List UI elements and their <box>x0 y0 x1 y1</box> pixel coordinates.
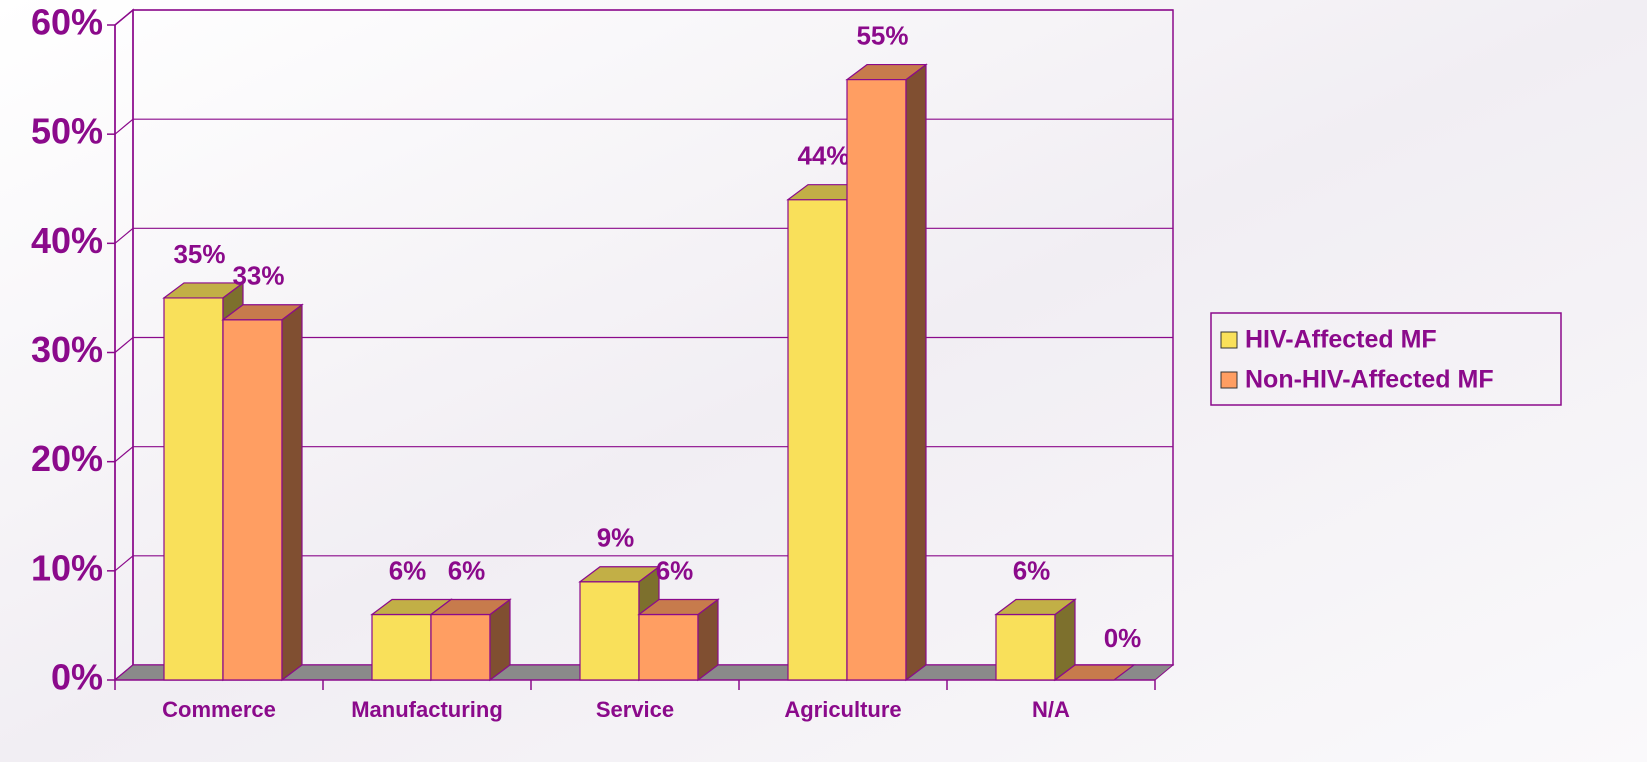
value-label: 0% <box>1104 623 1142 653</box>
bar <box>994 598 1077 682</box>
x-tick-label: Agriculture <box>784 697 901 722</box>
y-tick-label: 50% <box>31 111 103 152</box>
bar <box>637 598 720 682</box>
y-tick-label: 40% <box>31 220 103 261</box>
bar-top <box>845 63 928 81</box>
legend-swatch <box>1220 371 1238 389</box>
x-tick-label: Service <box>596 697 674 722</box>
value-label: 6% <box>448 555 486 585</box>
legend-box <box>1210 312 1562 406</box>
legend-swatch <box>1220 331 1238 349</box>
bar <box>1053 664 1136 681</box>
bar-front <box>163 297 224 681</box>
value-label: 44% <box>797 141 849 171</box>
bar-top <box>221 304 304 321</box>
y-tick-label: 0% <box>51 657 103 698</box>
bar-top <box>637 598 720 616</box>
value-label: 6% <box>1013 555 1051 585</box>
bar-front <box>579 581 640 681</box>
value-label: 35% <box>173 239 225 269</box>
bar-front <box>222 319 283 681</box>
bar-front <box>995 613 1056 681</box>
bar-top <box>162 282 245 299</box>
bar-front <box>430 613 491 681</box>
y-tick-label: 10% <box>31 547 103 588</box>
legend-label: HIV-Affected MF <box>1245 326 1437 354</box>
bar-top <box>578 566 661 583</box>
bar-side <box>281 303 303 682</box>
bar <box>429 598 512 682</box>
value-label: 55% <box>856 20 908 50</box>
x-tick-label: Manufacturing <box>351 697 503 722</box>
bar-front <box>787 199 848 681</box>
bar-side <box>905 63 927 682</box>
y-tick-label: 60% <box>31 2 103 43</box>
value-label: 6% <box>389 555 427 585</box>
value-label: 9% <box>597 523 635 553</box>
grid-line <box>114 9 1173 26</box>
bar-front <box>846 78 907 681</box>
value-label: 6% <box>656 555 694 585</box>
bar-top <box>1053 664 1136 681</box>
bar-top <box>429 598 512 616</box>
value-label: 33% <box>232 261 284 291</box>
x-tick-label: Commerce <box>162 697 276 722</box>
y-tick-label: 20% <box>31 438 103 479</box>
bar-top <box>994 598 1077 616</box>
x-tick-label: N/A <box>1032 697 1070 722</box>
grid-line <box>114 118 1173 135</box>
bar <box>845 63 928 682</box>
bar <box>221 303 304 682</box>
y-tick-label: 30% <box>31 329 103 370</box>
legend-label: Non-HIV-Affected MF <box>1245 366 1494 394</box>
bar-front <box>371 613 432 681</box>
bar-front <box>638 613 699 681</box>
